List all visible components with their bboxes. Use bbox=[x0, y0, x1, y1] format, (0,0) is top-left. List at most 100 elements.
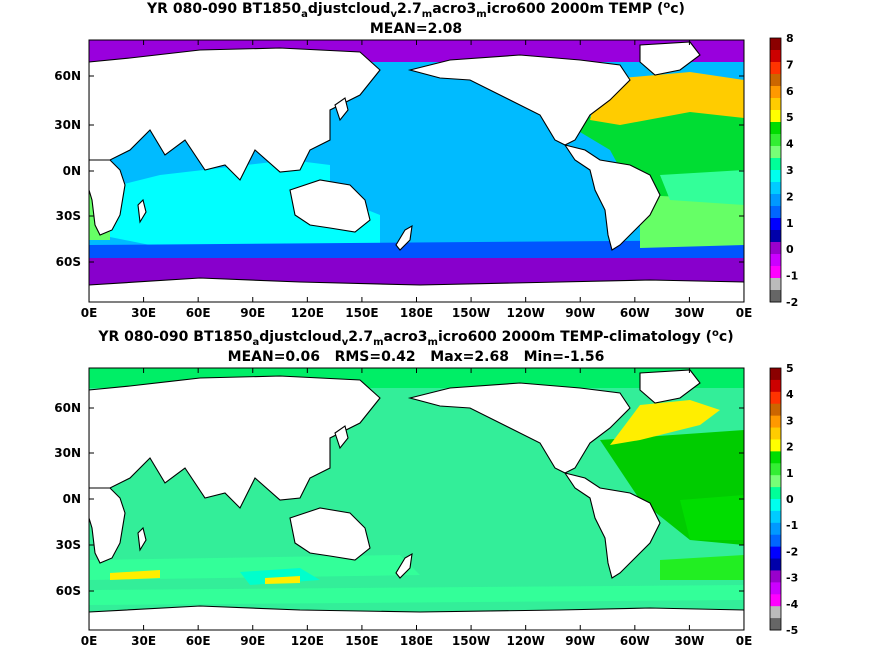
x-tick-label: 0E bbox=[81, 306, 98, 320]
panel-2-title: YR 080-090 BT1850adjustcloudv2.7macro3mi… bbox=[97, 328, 733, 348]
colorbar-swatch bbox=[770, 182, 781, 195]
x-tick-label: 90W bbox=[565, 634, 595, 648]
colorbar-swatch bbox=[770, 403, 781, 417]
colorbar-swatch bbox=[770, 218, 781, 231]
y-tick-label: 30N bbox=[54, 118, 81, 132]
x-tick-label: 30W bbox=[674, 634, 704, 648]
colorbar-swatch bbox=[770, 110, 781, 123]
colorbar-label: 6 bbox=[786, 85, 794, 98]
colorbar-swatch bbox=[770, 582, 781, 595]
colorbar-label: 2 bbox=[786, 190, 794, 203]
colorbar-swatch bbox=[770, 558, 781, 571]
colorbar-swatch bbox=[770, 534, 781, 548]
colorbar-swatch bbox=[770, 499, 781, 512]
colorbar-swatch bbox=[770, 170, 781, 183]
x-tick-label: 90E bbox=[240, 306, 265, 320]
panel-2-colorbar: 5 4 3 2 1 0 -1 -2 -3 -4 -5 bbox=[769, 362, 799, 637]
y-tick-label: 0N bbox=[63, 164, 81, 178]
x-tick-label: 60E bbox=[186, 306, 211, 320]
colorbar-swatch bbox=[770, 38, 781, 51]
colorbar-frame bbox=[769, 37, 782, 303]
colorbar-label: -1 bbox=[786, 519, 798, 532]
colorbar-swatch bbox=[770, 368, 781, 381]
colorbar-swatch bbox=[770, 463, 781, 476]
colorbar-swatch bbox=[770, 427, 781, 440]
x-tick-label: 90E bbox=[240, 634, 265, 648]
colorbar-label: 1 bbox=[786, 467, 794, 480]
southern-warm-streak bbox=[265, 576, 300, 584]
colorbar-swatch bbox=[770, 415, 781, 429]
colorbar-swatch bbox=[770, 194, 781, 207]
y-tick-label: 30N bbox=[54, 446, 81, 460]
x-tick-label: 60W bbox=[620, 634, 650, 648]
colorbar-swatch bbox=[770, 206, 781, 219]
panel-2-subtitle: MEAN=0.06 RMS=0.42 Max=2.68 Min=-1.56 bbox=[228, 349, 605, 365]
panel-1-y-axis: 60N 30N 0N 30S 60S bbox=[54, 69, 744, 269]
x-tick-label: 60E bbox=[186, 634, 211, 648]
southern-ocean-band bbox=[89, 240, 744, 262]
colorbar-swatch bbox=[770, 74, 781, 87]
colorbar-swatch bbox=[770, 475, 781, 488]
colorbar-label: 0 bbox=[786, 243, 794, 256]
colorbar-swatch bbox=[770, 98, 781, 111]
y-tick-label: 60N bbox=[54, 69, 81, 83]
x-tick-label: 150W bbox=[452, 634, 490, 648]
panel-1-x-axis: 0E 30E 60E 90E 120E 150E 180E 150W 120W 90W 60W 30W… bbox=[81, 40, 753, 320]
y-tick-label: 30S bbox=[56, 209, 81, 223]
colorbar-label: 4 bbox=[786, 388, 794, 401]
colorbar-label: 2 bbox=[786, 441, 794, 454]
north-atlantic-warm bbox=[590, 72, 744, 125]
x-tick-label: 150E bbox=[345, 634, 378, 648]
colorbar-swatch bbox=[770, 62, 781, 75]
colorbar-label: -5 bbox=[786, 624, 798, 637]
colorbar-label: 5 bbox=[786, 111, 794, 124]
x-tick-label: 30E bbox=[131, 634, 156, 648]
map-panel-2: YR 080-090 BT1850adjustcloudv2.7macro3mi… bbox=[54, 328, 798, 648]
colorbar-label: 3 bbox=[786, 164, 794, 177]
x-tick-label: 150E bbox=[345, 306, 378, 320]
colorbar-label: -2 bbox=[786, 296, 798, 309]
colorbar-swatch bbox=[770, 451, 781, 464]
x-tick-label: 0E bbox=[736, 306, 753, 320]
colorbar-swatch bbox=[770, 522, 781, 536]
panel-1-colorbar: 8 7 6 5 4 3 2 1 0 -1 -2 bbox=[769, 32, 798, 309]
colorbar-swatch bbox=[770, 546, 781, 560]
colorbar-label: 3 bbox=[786, 414, 794, 427]
y-tick-label: 0N bbox=[63, 492, 81, 506]
colorbar-label: 4 bbox=[786, 138, 794, 151]
south-atlantic-east bbox=[660, 170, 744, 205]
x-tick-label: 90W bbox=[565, 306, 595, 320]
colorbar-swatch bbox=[770, 134, 781, 147]
colorbar-label: -2 bbox=[786, 545, 798, 558]
y-tick-label: 60N bbox=[54, 401, 81, 415]
south-atlantic-east bbox=[660, 555, 744, 580]
colorbar-swatch bbox=[770, 266, 781, 279]
x-tick-label: 150W bbox=[452, 306, 490, 320]
colorbar-swatch bbox=[770, 510, 781, 524]
colorbar-swatch bbox=[770, 618, 781, 631]
colorbar-swatch bbox=[770, 158, 781, 171]
y-tick-label: 60S bbox=[56, 584, 81, 598]
x-tick-label: 120E bbox=[291, 306, 324, 320]
colorbar-swatch bbox=[770, 570, 781, 583]
colorbar-label: -4 bbox=[786, 598, 799, 611]
southern-warm-streak bbox=[110, 570, 160, 580]
colorbar-swatch bbox=[770, 278, 781, 291]
panel-1-title: YR 080-090 BT1850adjustcloudv2.7macro3mi… bbox=[146, 0, 685, 20]
north-atlantic-warm bbox=[610, 400, 720, 445]
southern-ocean-band bbox=[89, 585, 744, 605]
x-tick-label: 0E bbox=[736, 634, 753, 648]
colorbar-swatch bbox=[770, 391, 781, 405]
colorbar-swatch bbox=[770, 379, 781, 393]
y-tick-label: 60S bbox=[56, 255, 81, 269]
panel-2-x-axis: 0E 30E 60E 90E 120E 150E 180E 150W 120W 90W 60W 30W… bbox=[81, 368, 753, 648]
panel-2-y-axis: 60N 30N 0N 30S 60S bbox=[54, 401, 744, 598]
colorbar-swatch bbox=[770, 146, 781, 159]
x-tick-label: 180E bbox=[400, 306, 433, 320]
x-tick-label: 30W bbox=[674, 306, 704, 320]
colorbar-swatch bbox=[770, 606, 781, 619]
y-tick-label: 30S bbox=[56, 538, 81, 552]
x-tick-label: 0E bbox=[81, 634, 98, 648]
colorbar-swatch bbox=[770, 290, 781, 303]
